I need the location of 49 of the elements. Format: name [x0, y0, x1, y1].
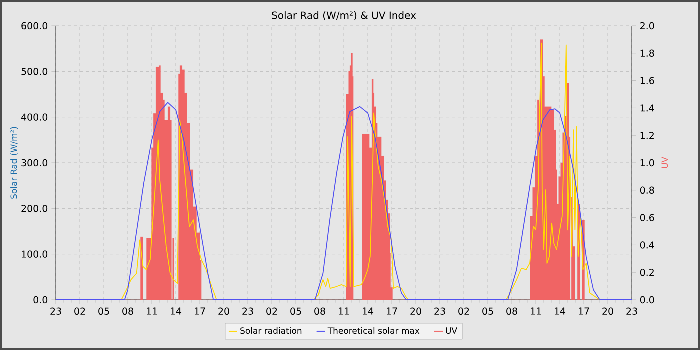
x-tick-label: 20	[218, 308, 230, 315]
x-tick-label: 14	[363, 308, 374, 315]
y2-tick-label: 1.2	[640, 132, 654, 140]
y-axis-title: Solar Rad (W/m²)	[10, 127, 18, 199]
x-tick-label: 23	[626, 308, 638, 315]
y-tick-label: 0.0	[34, 296, 48, 304]
y2-tick-label: 0.2	[640, 269, 654, 276]
x-tick-label: 08	[122, 308, 134, 315]
x-tick-label: 11	[339, 308, 350, 315]
y2-tick-label: 0.0	[640, 296, 654, 304]
x-tick-label: 17	[195, 308, 206, 315]
x-tick-label: 08	[506, 308, 518, 315]
x-tick-label: 11	[147, 308, 158, 315]
x-tick-label: 23	[434, 308, 446, 315]
y2-tick-label: 1.8	[640, 50, 654, 57]
x-tick-label: 23	[242, 308, 254, 315]
legend-label: UV	[446, 328, 458, 334]
x-tick-label: 17	[387, 308, 398, 315]
y-tick-label: 400.0	[21, 114, 48, 121]
y2-tick-label: 1.6	[640, 77, 654, 84]
y2-axis-title: UV	[662, 157, 668, 168]
y-tick-label: 100.0	[22, 250, 48, 258]
y2-tick-label: 1.4	[640, 104, 654, 112]
x-tick-label: 14	[555, 308, 566, 315]
x-tick-label: 17	[579, 308, 590, 315]
y-tick-label: 600.0	[22, 22, 48, 30]
x-tick-label: 20	[602, 308, 614, 315]
y2-tick-label: 1.0	[640, 159, 654, 167]
y2-tick-label: 0.4	[640, 242, 654, 249]
y2-tick-label: 0.6	[640, 214, 654, 222]
chart-title: Solar Rad (W/m²) & UV Index	[272, 12, 416, 20]
x-tick-label: 02	[458, 308, 470, 315]
x-tick-label: 05	[482, 308, 494, 315]
y-tick-label: 500.0	[22, 68, 48, 76]
y2-tick-label: 0.8	[640, 186, 654, 194]
x-tick-label: 05	[290, 308, 302, 315]
x-tick-label: 14	[171, 308, 182, 315]
x-tick-label: 02	[266, 308, 278, 315]
legend-label: Solar radiation	[240, 327, 302, 334]
y-tick-label: 200.0	[22, 205, 48, 212]
x-tick-label: 11	[531, 308, 542, 315]
x-tick-label: 23	[50, 308, 62, 315]
legend-label: Theoretical solar max	[328, 327, 420, 334]
x-tick-label: 05	[98, 308, 110, 315]
x-tick-label: 02	[74, 308, 86, 315]
x-tick-label: 08	[314, 308, 326, 315]
x-tick-label: 20	[410, 308, 422, 315]
y2-tick-label: 2.0	[640, 22, 654, 30]
y-tick-label: 300.0	[22, 159, 48, 167]
